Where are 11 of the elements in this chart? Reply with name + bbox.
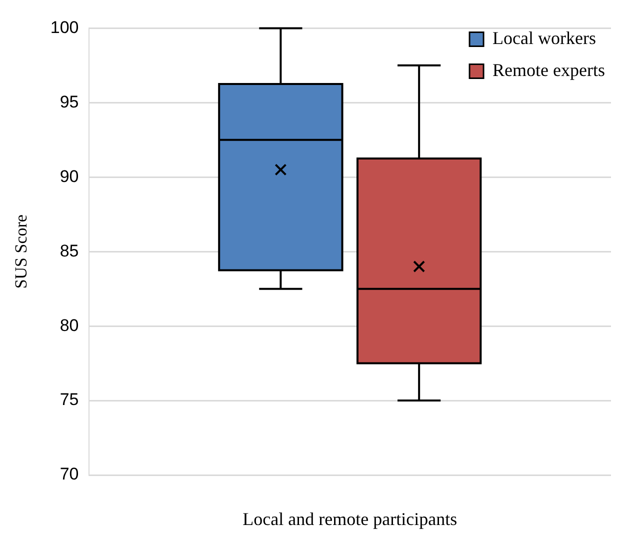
x-axis-title: Local and remote participants — [242, 508, 458, 529]
y-tick-label: 85 — [60, 241, 79, 260]
legend-label: Local workers — [492, 28, 596, 48]
y-tick-label: 80 — [60, 316, 79, 335]
y-tick-label: 75 — [60, 390, 79, 410]
y-tick-label: 95 — [60, 92, 79, 112]
y-tick-label: 90 — [60, 166, 79, 186]
legend-label: Remote experts — [492, 60, 606, 80]
y-tick-label: 100 — [50, 18, 79, 37]
y-tick-label: 70 — [60, 464, 79, 484]
y-axis-title: SUS Score — [12, 214, 31, 289]
